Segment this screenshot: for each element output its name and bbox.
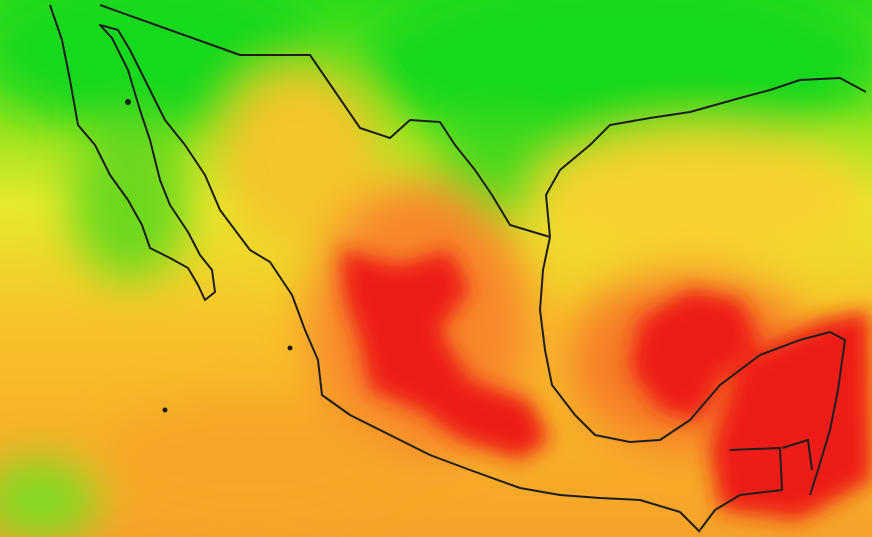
island <box>125 99 131 105</box>
green-zone <box>0 460 100 537</box>
green-zone <box>70 120 190 280</box>
hot-zones <box>340 250 872 520</box>
gulf-coast <box>539 236 846 496</box>
coastlines <box>49 4 867 533</box>
green-zone <box>360 0 872 150</box>
red-zone <box>340 250 550 460</box>
us-border <box>99 4 551 238</box>
yellow-zone <box>220 70 380 250</box>
red-zone <box>630 290 760 420</box>
inland-borders <box>699 439 813 531</box>
green-zone <box>0 0 320 130</box>
island <box>162 407 168 413</box>
pacific-coast <box>49 4 701 533</box>
us-gulf-coast <box>545 77 867 238</box>
islands <box>125 99 293 413</box>
island <box>287 345 293 351</box>
orange-zone <box>100 400 400 520</box>
yellow-zone <box>530 130 870 270</box>
